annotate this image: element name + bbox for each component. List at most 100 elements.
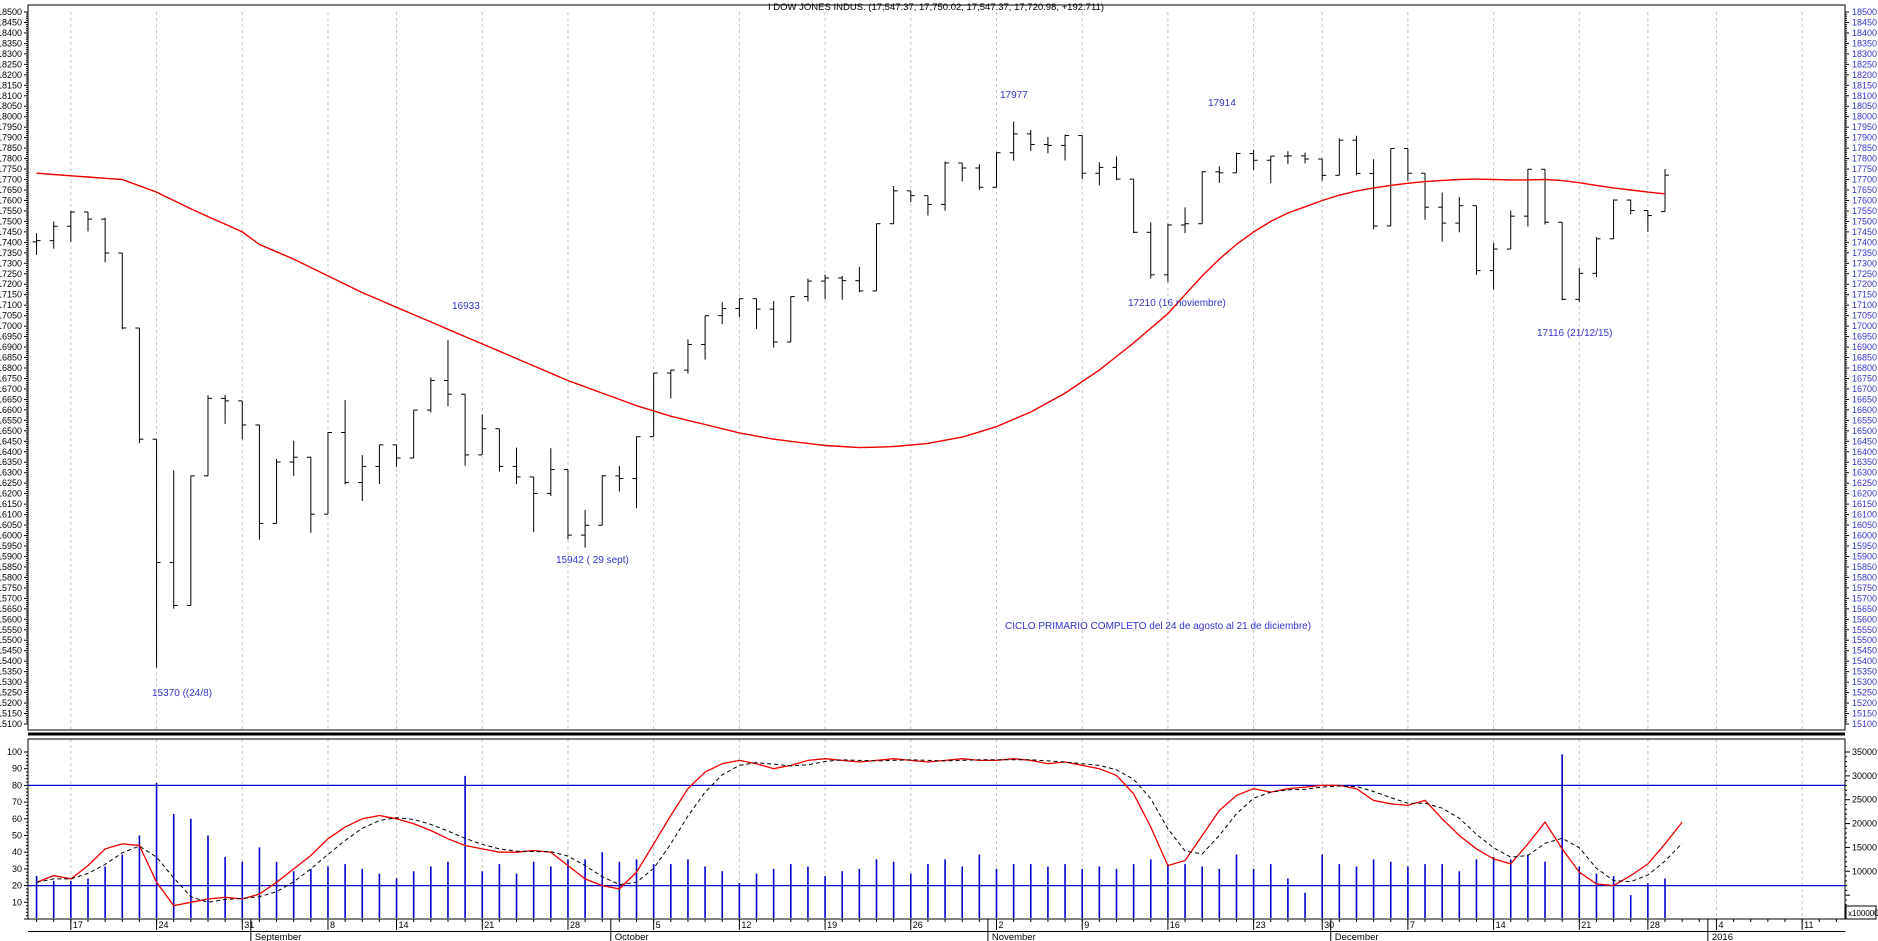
- svg-text:15400: 15400: [0, 656, 22, 666]
- svg-text:18450: 18450: [0, 17, 22, 27]
- svg-text:100: 100: [7, 747, 22, 757]
- svg-text:18200: 18200: [0, 70, 22, 80]
- svg-text:18100: 18100: [1852, 91, 1877, 101]
- svg-text:17250: 17250: [1852, 269, 1877, 279]
- svg-text:16700: 16700: [0, 384, 22, 394]
- svg-text:31: 31: [244, 920, 254, 930]
- annotation-high-17977: 17977: [1000, 90, 1028, 101]
- svg-text:15750: 15750: [1852, 583, 1877, 593]
- svg-text:17600: 17600: [1852, 195, 1877, 205]
- svg-text:9: 9: [1084, 920, 1089, 930]
- svg-text:18300: 18300: [1852, 49, 1877, 59]
- svg-text:28: 28: [1650, 920, 1660, 930]
- svg-text:October: October: [615, 932, 649, 941]
- svg-text:15300: 15300: [0, 677, 22, 687]
- volume-axis-right: 10000 15000 20000 25000 30000 35000 x10000 0: [1845, 747, 1878, 920]
- svg-text:16500: 16500: [1852, 426, 1877, 436]
- svg-text:18450: 18450: [1852, 17, 1877, 27]
- svg-text:15350: 15350: [0, 667, 22, 677]
- svg-text:15300: 15300: [1852, 677, 1877, 687]
- svg-text:15850: 15850: [0, 562, 22, 572]
- svg-text:16900: 16900: [1852, 342, 1877, 352]
- volume-bars: [35, 754, 1666, 918]
- svg-text:11: 11: [1804, 920, 1813, 930]
- svg-text:15600: 15600: [0, 614, 22, 624]
- svg-text:16000: 16000: [0, 531, 22, 541]
- svg-text:17500: 17500: [0, 216, 22, 226]
- svg-text:16350: 16350: [0, 457, 22, 467]
- svg-text:17350: 17350: [0, 248, 22, 258]
- annotation-cycle-note: CICLO PRIMARIO COMPLETO del 24 de agosto…: [1005, 621, 1312, 632]
- svg-text:15650: 15650: [1852, 604, 1877, 614]
- svg-text:17800: 17800: [1852, 154, 1877, 164]
- svg-text:17950: 17950: [1852, 122, 1877, 132]
- svg-text:16650: 16650: [1852, 394, 1877, 404]
- svg-text:16200: 16200: [1852, 489, 1877, 499]
- svg-text:16450: 16450: [0, 436, 22, 446]
- svg-text:18000: 18000: [1852, 112, 1877, 122]
- svg-text:17250: 17250: [0, 269, 22, 279]
- svg-text:16550: 16550: [0, 415, 22, 425]
- svg-text:17100: 17100: [1852, 300, 1877, 310]
- svg-text:17550: 17550: [0, 206, 22, 216]
- svg-text:16150: 16150: [1852, 499, 1877, 509]
- svg-text:18100: 18100: [0, 91, 22, 101]
- svg-text:8: 8: [330, 920, 335, 930]
- weekly-gridlines: [70, 12, 1803, 919]
- svg-text:14: 14: [1496, 920, 1506, 930]
- svg-text:18200: 18200: [1852, 70, 1877, 80]
- price-axis-left: 1510015150152001525015300153501540015450…: [0, 7, 28, 729]
- svg-text:16800: 16800: [1852, 363, 1877, 373]
- svg-text:16650: 16650: [0, 394, 22, 404]
- svg-text:December: December: [1335, 932, 1379, 941]
- svg-text:35000: 35000: [1852, 747, 1877, 757]
- svg-text:20000: 20000: [1852, 819, 1877, 829]
- svg-text:17700: 17700: [0, 175, 22, 185]
- svg-text:2: 2: [998, 920, 1003, 930]
- svg-text:15950: 15950: [1852, 541, 1877, 551]
- svg-text:2016: 2016: [1712, 932, 1733, 941]
- svg-text:17500: 17500: [1852, 216, 1877, 226]
- svg-text:17700: 17700: [1852, 175, 1877, 185]
- svg-text:28: 28: [570, 920, 580, 930]
- svg-text:15750: 15750: [0, 583, 22, 593]
- svg-text:15100: 15100: [0, 719, 22, 729]
- annotation-low-17210: 17210 (16 noviembre): [1128, 298, 1226, 309]
- svg-text:18050: 18050: [1852, 101, 1877, 111]
- svg-text:15000: 15000: [1852, 842, 1877, 852]
- svg-text:18350: 18350: [0, 38, 22, 48]
- svg-text:21: 21: [484, 920, 494, 930]
- date-axis: 17 24 31 8 14 21 28 5 12 19 26 2 9 16 23 30 7 14 21 28 4 11 Se…: [28, 919, 1845, 941]
- svg-text:17750: 17750: [0, 164, 22, 174]
- svg-text:16250: 16250: [0, 478, 22, 488]
- svg-text:70: 70: [12, 797, 22, 807]
- svg-text:17400: 17400: [0, 237, 22, 247]
- svg-text:16050: 16050: [1852, 520, 1877, 530]
- stochastic-lines: [36, 758, 1683, 907]
- svg-text:15250: 15250: [1852, 688, 1877, 698]
- svg-text:17900: 17900: [1852, 133, 1877, 143]
- oscillator-axis-left: 10 20 30 40 50 60 70 80 90 100: [7, 747, 28, 920]
- svg-text:15550: 15550: [0, 625, 22, 635]
- svg-text:17350: 17350: [1852, 248, 1877, 258]
- svg-text:16200: 16200: [0, 489, 22, 499]
- svg-text:15650: 15650: [0, 604, 22, 614]
- svg-text:15550: 15550: [1852, 625, 1877, 635]
- svg-text:17650: 17650: [0, 185, 22, 195]
- price-axis-right: 1510015150152001525015300153501540015450…: [1845, 7, 1877, 729]
- svg-text:16100: 16100: [1852, 510, 1877, 520]
- svg-text:19: 19: [827, 920, 837, 930]
- svg-text:10: 10: [12, 897, 22, 907]
- svg-text:16300: 16300: [0, 468, 22, 478]
- svg-text:15350: 15350: [1852, 667, 1877, 677]
- svg-text:18400: 18400: [0, 28, 22, 38]
- threshold-lines: [28, 784, 1845, 887]
- svg-text:17550: 17550: [1852, 206, 1877, 216]
- svg-text:14: 14: [399, 920, 409, 930]
- svg-text:16: 16: [1170, 920, 1180, 930]
- svg-text:18500: 18500: [1852, 7, 1877, 17]
- svg-text:15100: 15100: [1852, 719, 1877, 729]
- svg-text:24: 24: [159, 920, 169, 930]
- svg-text:18150: 18150: [1852, 80, 1877, 90]
